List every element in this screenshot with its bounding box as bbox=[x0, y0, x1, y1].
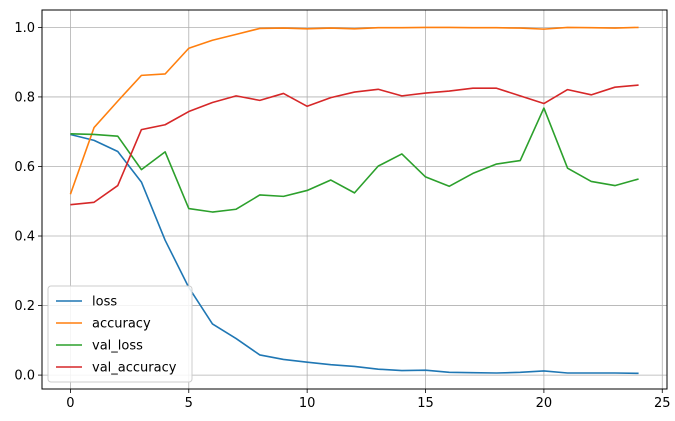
y-tick-label: 1.0 bbox=[14, 21, 35, 36]
x-tick-label: 15 bbox=[417, 396, 434, 411]
legend-label: accuracy bbox=[92, 317, 151, 332]
y-tick-label: 0.6 bbox=[14, 160, 35, 175]
series-lines bbox=[69, 26, 639, 375]
axis-ticks: 0 5 10 15 20 25 0.0 0.2 0.4 0.6 0.8 1.0 bbox=[14, 21, 670, 411]
x-tick-label: 25 bbox=[654, 396, 671, 411]
legend: loss accuracy val_loss val_accuracy bbox=[47, 285, 193, 383]
series-line-val-loss bbox=[70, 107, 639, 213]
y-tick-label: 0.2 bbox=[14, 299, 35, 314]
y-tick-label: 0.0 bbox=[14, 369, 35, 384]
y-tick-label: 0.4 bbox=[14, 230, 35, 245]
series-line-accuracy bbox=[69, 26, 639, 195]
legend-label: val_loss bbox=[92, 339, 143, 354]
x-tick-label: 10 bbox=[299, 396, 316, 411]
legend-label: loss bbox=[92, 295, 117, 310]
x-tick-label: 5 bbox=[185, 396, 193, 411]
series-line-loss bbox=[70, 133, 639, 375]
legend-box bbox=[47, 285, 193, 383]
x-tick-label: 20 bbox=[536, 396, 553, 411]
series-line-val-accuracy bbox=[70, 84, 639, 206]
legend-label: val_accuracy bbox=[92, 361, 177, 376]
x-tick-label: 0 bbox=[66, 396, 74, 411]
y-tick-label: 0.8 bbox=[14, 90, 35, 105]
plot-frame bbox=[41, 9, 668, 390]
